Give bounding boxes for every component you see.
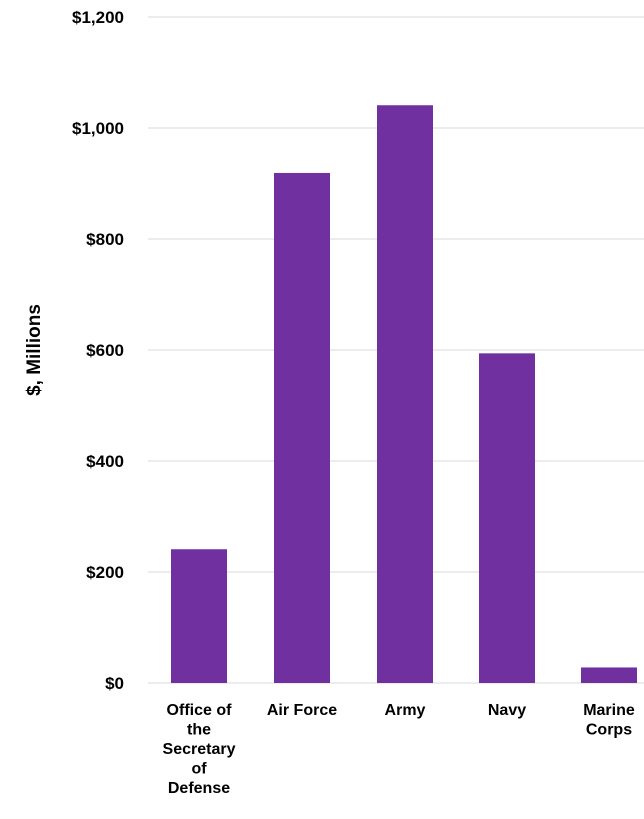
bar xyxy=(479,353,535,683)
category-label: Office of the Secretary of Defense xyxy=(163,702,236,797)
category-label-line: Office of xyxy=(167,702,233,719)
y-axis-tick-labels: $0 $200 $400 $600 $800 $1,000 $1,200 xyxy=(72,8,124,693)
bar xyxy=(581,667,637,683)
category-label-line: Air Force xyxy=(267,702,337,719)
bar xyxy=(171,549,227,683)
category-label: Air Force xyxy=(267,702,337,719)
category-label-line: Army xyxy=(385,702,426,719)
y-tick-label: $1,000 xyxy=(72,119,124,138)
y-tick-label: $600 xyxy=(86,341,124,360)
bars xyxy=(171,105,637,684)
category-label: Army xyxy=(385,702,426,719)
category-label-line: Navy xyxy=(488,702,526,719)
category-label-line: Defense xyxy=(168,780,230,797)
y-tick-label: $200 xyxy=(86,563,124,582)
y-tick-label: $1,200 xyxy=(72,8,124,27)
category-label-line: Corps xyxy=(586,722,632,739)
category-label: Navy xyxy=(488,702,526,719)
y-tick-label: $400 xyxy=(86,452,124,471)
x-axis-category-labels: Office of the Secretary of Defense Air Force A… xyxy=(163,702,635,797)
y-tick-label: $800 xyxy=(86,230,124,249)
bar xyxy=(377,105,433,684)
y-tick-label: $0 xyxy=(105,674,124,693)
bar xyxy=(274,172,330,683)
category-label: Marine Corps xyxy=(583,702,635,739)
category-label-line: Secretary xyxy=(163,741,236,758)
category-label-line: Marine xyxy=(583,702,635,719)
y-axis-label: $, Millions xyxy=(24,304,45,396)
category-label-line: of xyxy=(191,761,207,778)
category-label-line: the xyxy=(187,722,211,739)
